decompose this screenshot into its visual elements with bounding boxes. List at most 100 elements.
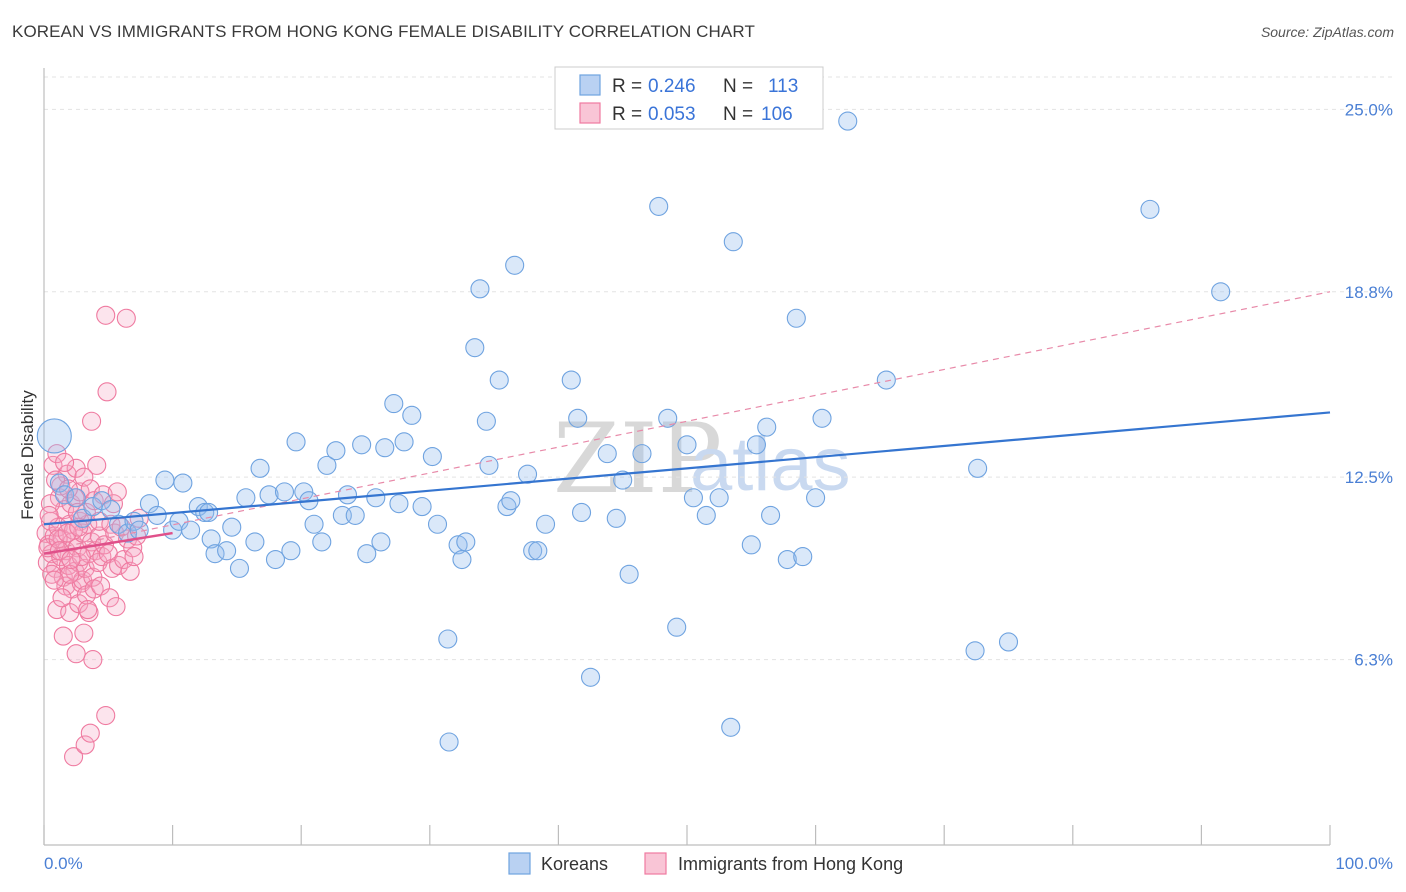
point-hongkong xyxy=(80,723,100,743)
point-koreans xyxy=(489,370,509,390)
point-koreans xyxy=(619,564,639,584)
y-tick-labels: 6.3% 12.5% 18.8% 25.0% xyxy=(1345,100,1393,669)
point-koreans xyxy=(517,464,538,484)
point-hongkong xyxy=(107,482,127,502)
point-koreans xyxy=(597,444,617,464)
point-koreans xyxy=(568,408,588,428)
point-koreans xyxy=(439,732,459,752)
chart-title: KOREAN VS IMMIGRANTS FROM HONG KONG FEMA… xyxy=(12,22,755,41)
y-tick-label: 18.8% xyxy=(1345,283,1393,302)
point-koreans xyxy=(412,497,432,517)
point-koreans xyxy=(456,532,476,552)
watermark-atlas: atlas xyxy=(690,422,851,507)
point-koreans xyxy=(571,502,592,523)
point-koreans xyxy=(1211,282,1231,302)
point-koreans xyxy=(476,411,496,431)
point-koreans xyxy=(968,458,988,478)
point-koreans xyxy=(139,494,160,514)
point-koreans xyxy=(723,232,743,252)
point-hongkong xyxy=(82,411,102,431)
point-koreans xyxy=(55,485,75,505)
point-koreans xyxy=(501,491,521,511)
watermark-zip: ZIP xyxy=(553,403,722,515)
point-koreans xyxy=(265,550,286,570)
point-koreans xyxy=(683,488,703,508)
point-hongkong xyxy=(109,555,129,575)
point-koreans xyxy=(245,532,265,552)
point-koreans xyxy=(806,488,826,508)
point-koreans xyxy=(201,529,221,549)
point-hongkong xyxy=(64,747,84,767)
point-hongkong xyxy=(55,452,75,472)
point-hongkong xyxy=(61,550,81,570)
point-koreans xyxy=(337,485,358,505)
legend-n-value-hongkong: 106 xyxy=(761,104,793,125)
legend-r-value-koreans: 0.246 xyxy=(648,76,696,97)
legend-swatch-hongkong xyxy=(579,102,601,124)
point-koreans xyxy=(217,541,237,561)
point-koreans xyxy=(561,370,581,390)
point-hongkong xyxy=(39,505,59,525)
point-koreans xyxy=(389,494,409,514)
point-koreans xyxy=(632,444,652,464)
point-koreans xyxy=(155,470,175,490)
point-koreans xyxy=(286,432,306,452)
stats-legend: R = 0.246 N = 113 R = 0.053 N = 106 xyxy=(554,66,824,130)
point-hongkong xyxy=(74,467,94,487)
point-hongkong xyxy=(52,588,72,608)
point-koreans xyxy=(479,455,499,475)
bottom-legend-swatch-koreans xyxy=(508,852,531,875)
point-hongkong xyxy=(74,623,94,643)
point-koreans xyxy=(528,541,548,561)
point-koreans xyxy=(606,508,626,528)
legend-r-label-hongkong: R = xyxy=(612,104,642,125)
point-koreans xyxy=(384,394,404,414)
point-koreans xyxy=(786,308,806,328)
point-koreans xyxy=(876,370,896,390)
series-hongkong xyxy=(36,305,149,767)
watermark: ZIP atlas xyxy=(553,403,851,515)
bottom-legend-label-hongkong: Immigrants from Hong Kong xyxy=(678,854,903,874)
point-koreans xyxy=(523,541,543,561)
point-hongkong xyxy=(53,626,73,646)
point-hongkong xyxy=(97,382,117,402)
bottom-legend-label-koreans: Koreans xyxy=(541,854,608,874)
point-koreans xyxy=(274,482,295,502)
point-koreans xyxy=(613,470,633,490)
x-tick-label-max: 100.0% xyxy=(1335,854,1393,873)
point-koreans xyxy=(427,514,448,534)
point-koreans xyxy=(181,520,201,540)
legend-r-label-koreans: R = xyxy=(612,76,642,97)
point-koreans xyxy=(118,523,138,543)
series-koreans xyxy=(36,111,1231,752)
point-koreans xyxy=(709,488,729,508)
point-koreans xyxy=(199,502,219,523)
legend-n-label-hongkong: N = xyxy=(723,104,753,125)
point-koreans xyxy=(448,535,468,555)
trend-line-hongkong-dashed xyxy=(43,291,1331,552)
point-koreans xyxy=(49,473,69,493)
series-layer xyxy=(36,111,1231,767)
point-koreans xyxy=(998,632,1019,652)
point-koreans xyxy=(357,544,377,564)
point-koreans xyxy=(352,435,372,455)
point-koreans xyxy=(173,473,193,493)
point-hongkong xyxy=(78,600,98,620)
point-koreans xyxy=(312,532,332,552)
point-koreans xyxy=(36,418,72,454)
bottom-legend-swatch-hongkong xyxy=(644,852,667,875)
point-koreans xyxy=(345,505,365,525)
legend-n-label-koreans: N = xyxy=(723,76,753,97)
legend-n-value-koreans: 113 xyxy=(768,76,798,97)
legend-r-value-hongkong: 0.053 xyxy=(648,104,696,125)
point-koreans xyxy=(366,488,386,508)
point-koreans xyxy=(667,617,687,637)
point-koreans xyxy=(1140,199,1160,219)
point-koreans xyxy=(250,458,270,478)
point-hongkong xyxy=(106,597,126,617)
point-koreans xyxy=(304,514,324,534)
series-legend: Koreans Immigrants from Hong Kong xyxy=(508,852,903,875)
legend-swatch-koreans xyxy=(579,74,601,96)
point-koreans xyxy=(205,544,225,564)
